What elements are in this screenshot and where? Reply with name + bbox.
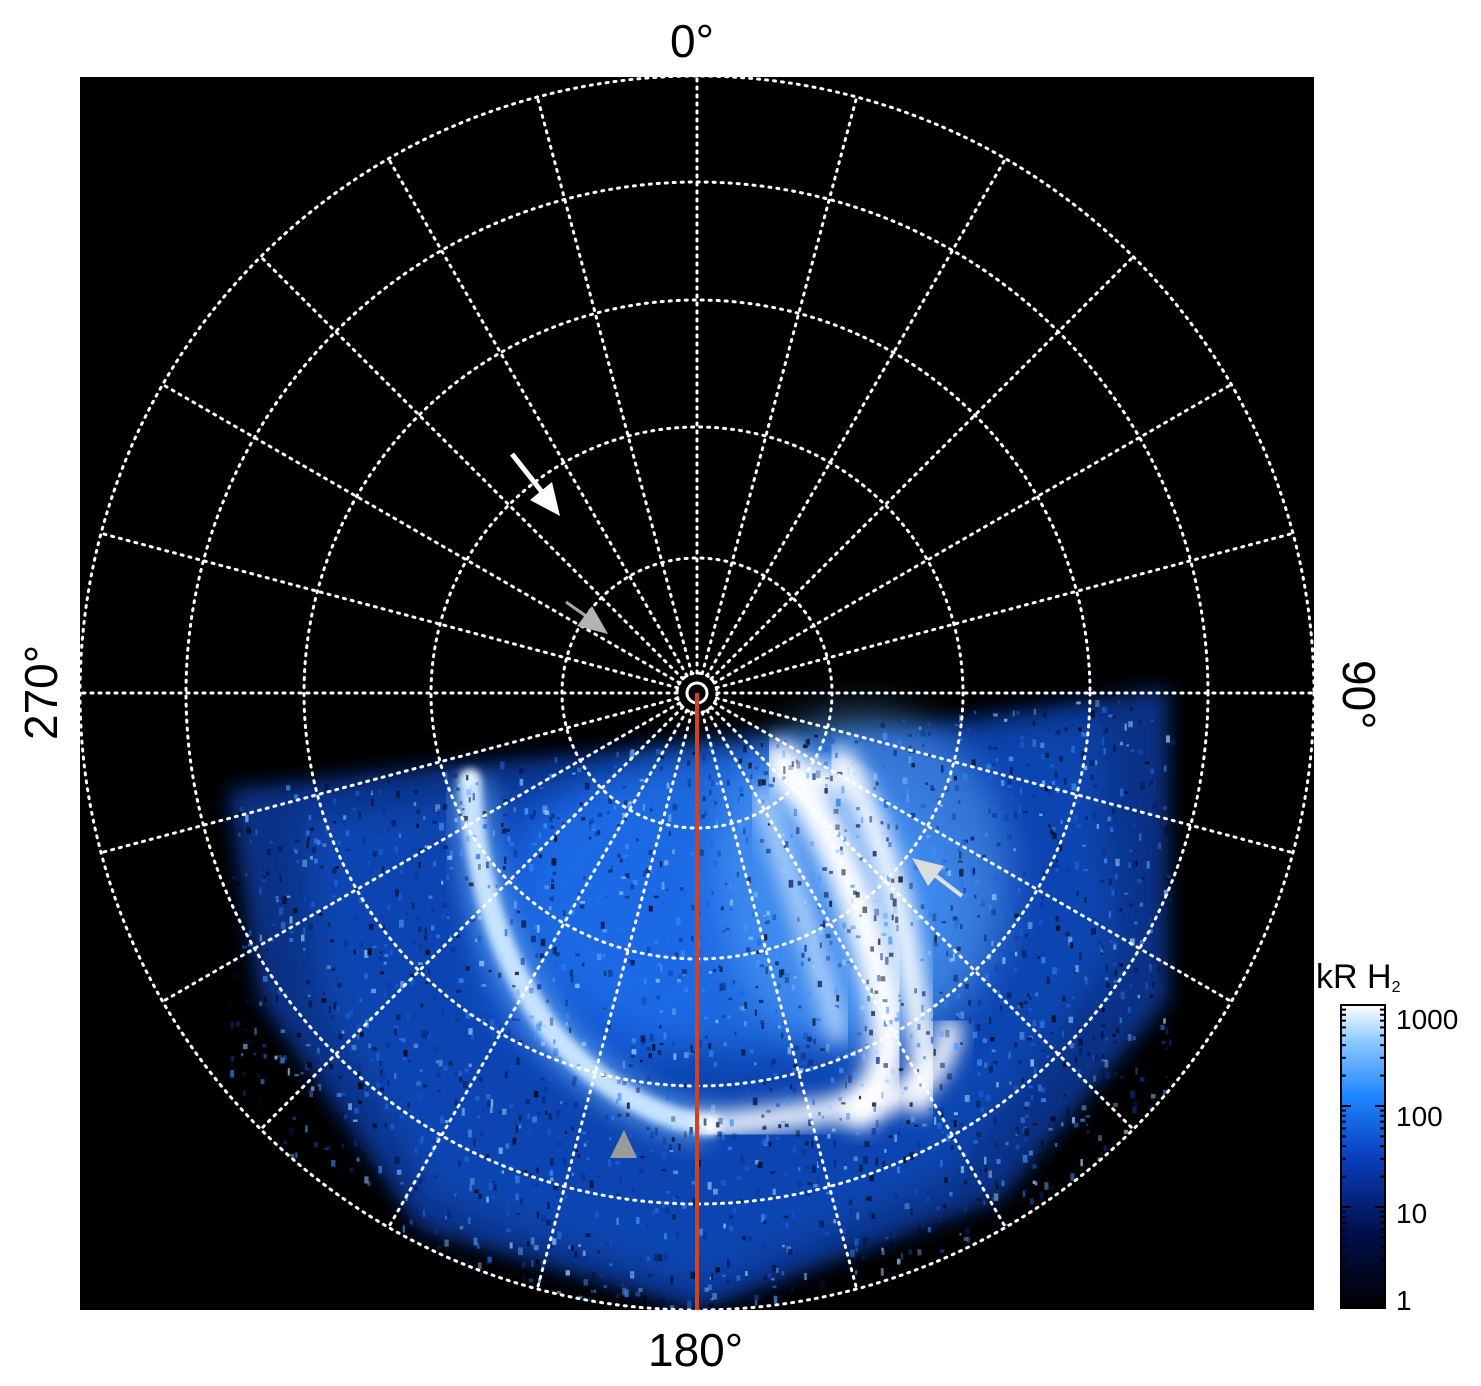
grid-meridian [705, 708, 1007, 1229]
colorbar-tick-10: 10 [1396, 1198, 1428, 1229]
grid-meridian [259, 255, 685, 681]
grid-meridian [387, 708, 689, 1229]
grid-meridian [714, 531, 1295, 690]
label-90-deg: 90° [1333, 660, 1385, 730]
grid-meridian [535, 95, 694, 676]
label-180-deg: 180° [648, 1324, 744, 1376]
grid-meridian [705, 157, 1007, 678]
colorbar [1340, 1004, 1386, 1309]
gray-arrow-bottom [610, 1130, 637, 1158]
grid-meridian [700, 95, 859, 676]
grid-meridian [709, 705, 1135, 1131]
colorbar-tick-1: 1 [1396, 1285, 1412, 1316]
grid-meridian [700, 710, 859, 1291]
grid-meridian [709, 255, 1135, 681]
grid-meridian [161, 701, 682, 1003]
polar-grid [80, 77, 1314, 1310]
label-0-deg: 0° [670, 15, 714, 67]
grid-meridian [535, 710, 694, 1291]
grid-meridian [387, 157, 689, 678]
grid-meridian [99, 696, 680, 855]
white-arrow [510, 452, 560, 516]
grid-meridian [259, 705, 685, 1131]
grid-meridian [714, 696, 1295, 855]
gray-arrow-upper-left [565, 600, 608, 634]
colorbar-tick-100: 100 [1396, 1101, 1443, 1132]
label-270-deg: 270° [15, 644, 67, 740]
grid-meridian [712, 701, 1233, 1003]
grid-meridian [161, 383, 682, 685]
colorbar-title: kR H2 [1316, 958, 1401, 996]
grid-meridian [712, 383, 1233, 685]
grid-meridian [99, 531, 680, 690]
colorbar-tick-1000: 1000 [1396, 1004, 1459, 1035]
gray-arrow-right [912, 858, 964, 898]
